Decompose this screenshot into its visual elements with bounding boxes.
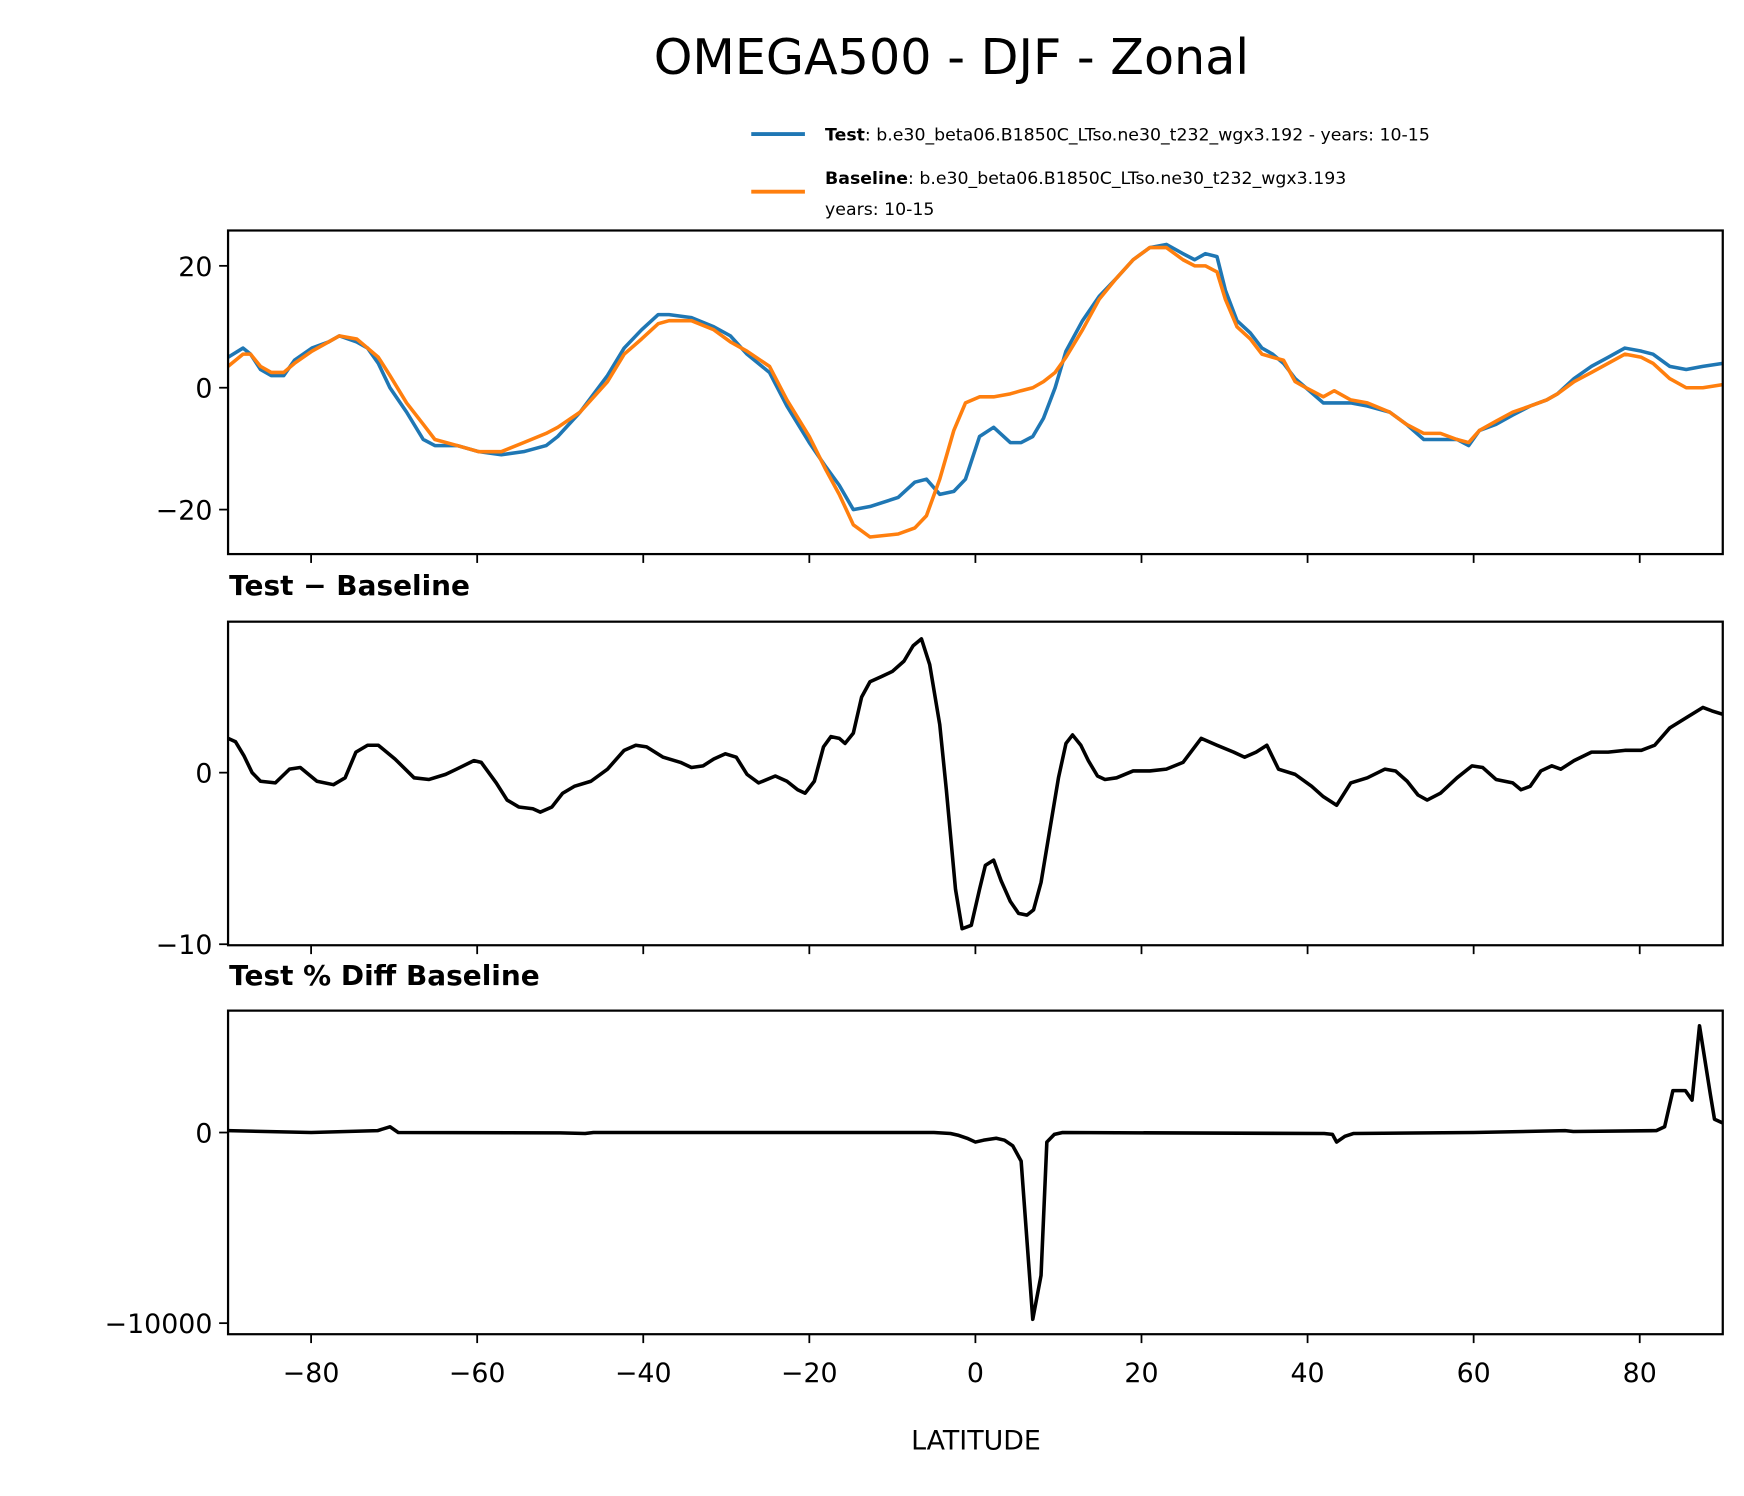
x-tick-label: −40: [615, 1358, 672, 1389]
legend-baseline-label-line2: years: 10-15: [825, 200, 934, 220]
y-tick-label: −20: [156, 496, 213, 527]
y-tick-label: −10: [156, 930, 213, 961]
difference-panel: −10 0: [156, 620, 1724, 961]
y-tick-label: −10000: [105, 1309, 213, 1340]
legend: Test: b.e30_beta06.B1850C_LTso.ne30_t232…: [751, 126, 1430, 220]
x-tick-label: 20: [1124, 1358, 1158, 1389]
percent-difference-panel: −80 −60 −40 −20 0 20 40 60 80 −10000 0: [105, 1009, 1724, 1389]
x-axis-label: LATITUDE: [911, 1426, 1041, 1457]
chart-title: OMEGA500 - DJF - Zonal: [654, 29, 1249, 86]
x-tick-label: −20: [781, 1358, 838, 1389]
zonal-mean-panel: −20 0 20: [156, 229, 1724, 563]
legend-test-label: Test: b.e30_beta06.B1850C_LTso.ne30_t232…: [825, 126, 1430, 146]
x-tick-label: 40: [1290, 1358, 1324, 1389]
legend-baseline-label: Baseline: b.e30_beta06.B1850C_LTso.ne30_…: [825, 169, 1346, 189]
series-line-test: [228, 242, 1723, 512]
x-tick-label: −60: [449, 1358, 506, 1389]
series-line-difference: [228, 637, 1723, 931]
y-tick-label: 0: [195, 374, 212, 405]
y-tick-label: 0: [195, 1119, 212, 1150]
y-tick-label: 0: [195, 759, 212, 790]
x-tick-label: 60: [1457, 1358, 1491, 1389]
x-tick-label: 0: [967, 1358, 984, 1389]
x-tick-label: 80: [1623, 1358, 1657, 1389]
pctdiff-panel-title: Test % Diff Baseline: [229, 959, 540, 992]
series-line-difference: [228, 1024, 1723, 1322]
diff-panel-title: Test − Baseline: [229, 569, 470, 602]
y-tick-label: 20: [178, 252, 212, 283]
x-tick-label: −80: [283, 1358, 340, 1389]
series-line-baseline: [228, 245, 1723, 539]
